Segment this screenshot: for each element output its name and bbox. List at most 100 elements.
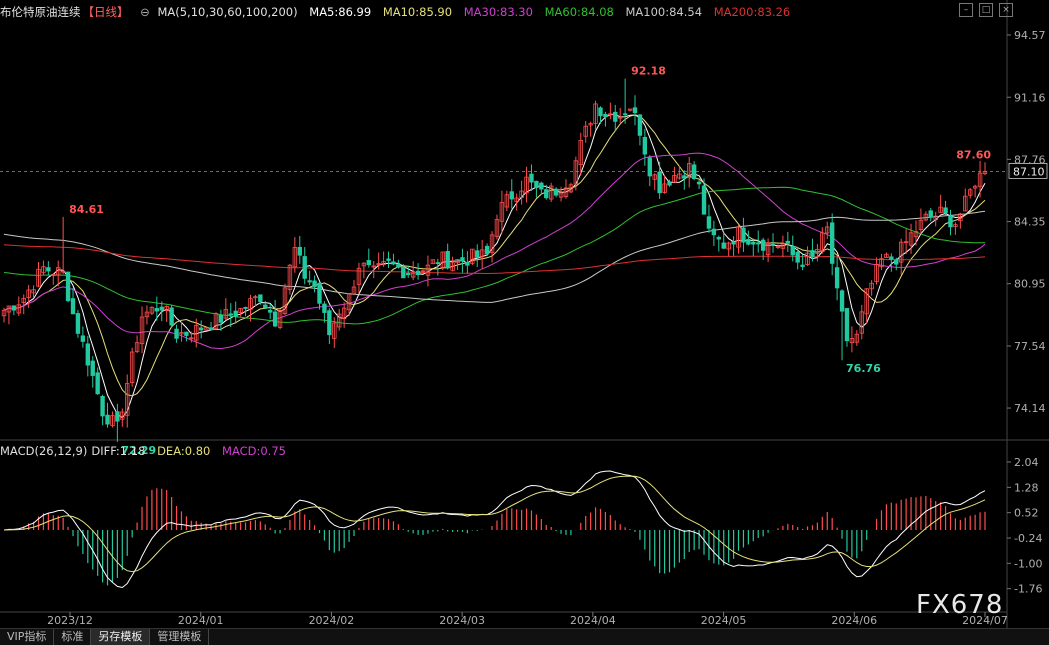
candle-body xyxy=(208,327,214,331)
candle-body xyxy=(56,267,61,276)
candle-body xyxy=(322,303,327,313)
ma5-value: MA5:86.99 xyxy=(309,5,372,19)
candle-body xyxy=(548,185,554,200)
candle-body xyxy=(834,267,840,289)
candle-body xyxy=(963,195,968,212)
candle-body xyxy=(706,216,712,229)
candle-body xyxy=(253,296,258,299)
candle-body xyxy=(977,172,983,187)
candle-body xyxy=(672,175,677,183)
price-tick-label: 94.57 xyxy=(1014,29,1046,42)
candle-body xyxy=(366,260,371,266)
candle-body xyxy=(894,259,899,265)
price-tick-label: 80.95 xyxy=(1014,278,1046,291)
candle-body xyxy=(534,180,539,189)
candle-body xyxy=(499,202,505,222)
candle-body xyxy=(573,160,579,185)
candle-body xyxy=(598,107,603,117)
candle-body xyxy=(203,327,209,331)
candle-body xyxy=(51,274,56,276)
candle-body xyxy=(484,245,490,255)
candle-body xyxy=(622,113,628,116)
extreme-annotation: 84.61 xyxy=(69,203,104,216)
extreme-annotation: 76.76 xyxy=(846,362,881,375)
extreme-annotation: 87.60 xyxy=(956,148,991,161)
candle-body xyxy=(721,242,726,249)
settings-icon[interactable]: ⊖ xyxy=(140,5,150,19)
ma-params: MA(5,10,30,60,100,200) xyxy=(157,5,298,19)
candle-body xyxy=(593,103,598,124)
ma30-value: MA30:83.30 xyxy=(463,5,533,19)
ma60-value: MA60:84.08 xyxy=(544,5,614,19)
candle-body xyxy=(470,248,475,264)
candle-body xyxy=(972,185,978,189)
candle-body xyxy=(696,181,702,185)
time-tick-label: 2024/06 xyxy=(831,614,877,627)
candle-body xyxy=(938,206,943,213)
time-tick-label: 2024/04 xyxy=(570,614,616,627)
tab-manage-template[interactable]: 管理模板 xyxy=(150,629,210,645)
candle-body xyxy=(509,191,514,200)
ma30-line xyxy=(3,152,986,350)
candle-body xyxy=(839,290,845,312)
candle-body xyxy=(26,289,31,298)
macd-tick-label: 0.52 xyxy=(1014,507,1039,520)
candle-body xyxy=(785,240,791,244)
tab-vip[interactable]: VIP指标 xyxy=(0,629,55,645)
macd-tick-label: 1.28 xyxy=(1014,481,1039,494)
candle-body xyxy=(928,210,933,218)
candle-body xyxy=(618,116,623,119)
candle-body xyxy=(746,239,751,245)
close-icon[interactable]: × xyxy=(999,3,1013,17)
candle-body xyxy=(815,248,820,254)
candle-body xyxy=(90,360,95,376)
candle-body xyxy=(889,256,894,260)
candle-body xyxy=(820,232,825,252)
candle-body xyxy=(356,267,362,285)
candle-body xyxy=(179,332,184,335)
candle-body xyxy=(765,242,771,256)
candle-body xyxy=(233,310,238,317)
time-tick-label: 2024/07 xyxy=(962,614,1008,627)
candle-body xyxy=(943,207,948,214)
candle-body xyxy=(913,231,919,238)
maximize-icon[interactable]: □ xyxy=(979,3,993,17)
candle-body xyxy=(115,411,120,422)
candle-body xyxy=(243,307,248,309)
candle-body xyxy=(144,311,150,318)
extreme-annotation: 92.18 xyxy=(631,65,666,78)
tab-save-template[interactable]: 另存模板 xyxy=(91,629,151,645)
candle-body xyxy=(425,264,431,276)
candle-body xyxy=(223,308,229,319)
ma200-line xyxy=(3,244,986,275)
tab-standard[interactable]: 标准 xyxy=(54,629,92,645)
macd-value: MACD:0.75 xyxy=(222,444,286,458)
ma5-line xyxy=(3,113,986,419)
candle-body xyxy=(381,261,386,266)
candle-body xyxy=(731,241,736,245)
candle-body xyxy=(908,232,914,246)
candle-body xyxy=(337,313,342,328)
macd-legend: MACD(26,12,9) DIFF:1.18 DEA:0.80 MACD:0.7… xyxy=(0,444,294,458)
candle-body xyxy=(810,250,815,257)
candle-body xyxy=(238,308,243,313)
macd-diff: DIFF:1.18 xyxy=(91,444,146,458)
macd-tick-label: 2.04 xyxy=(1014,456,1039,469)
candle-body xyxy=(775,246,781,248)
candle-body xyxy=(292,247,298,268)
ma200-value: MA200:83.26 xyxy=(713,5,791,19)
price-tick-label: 91.16 xyxy=(1014,91,1046,104)
candle-body xyxy=(16,304,21,314)
candle-body xyxy=(41,266,46,273)
candle-body xyxy=(154,308,160,312)
period-label[interactable]: 【日线】 xyxy=(82,5,129,19)
minimize-icon[interactable]: – xyxy=(959,3,973,17)
candle-body xyxy=(445,250,450,269)
candle-body xyxy=(268,309,273,313)
candle-body xyxy=(918,219,924,230)
candle-body xyxy=(805,252,810,266)
candle-body xyxy=(608,113,613,116)
candle-body xyxy=(588,123,593,126)
candle-body xyxy=(790,246,795,256)
